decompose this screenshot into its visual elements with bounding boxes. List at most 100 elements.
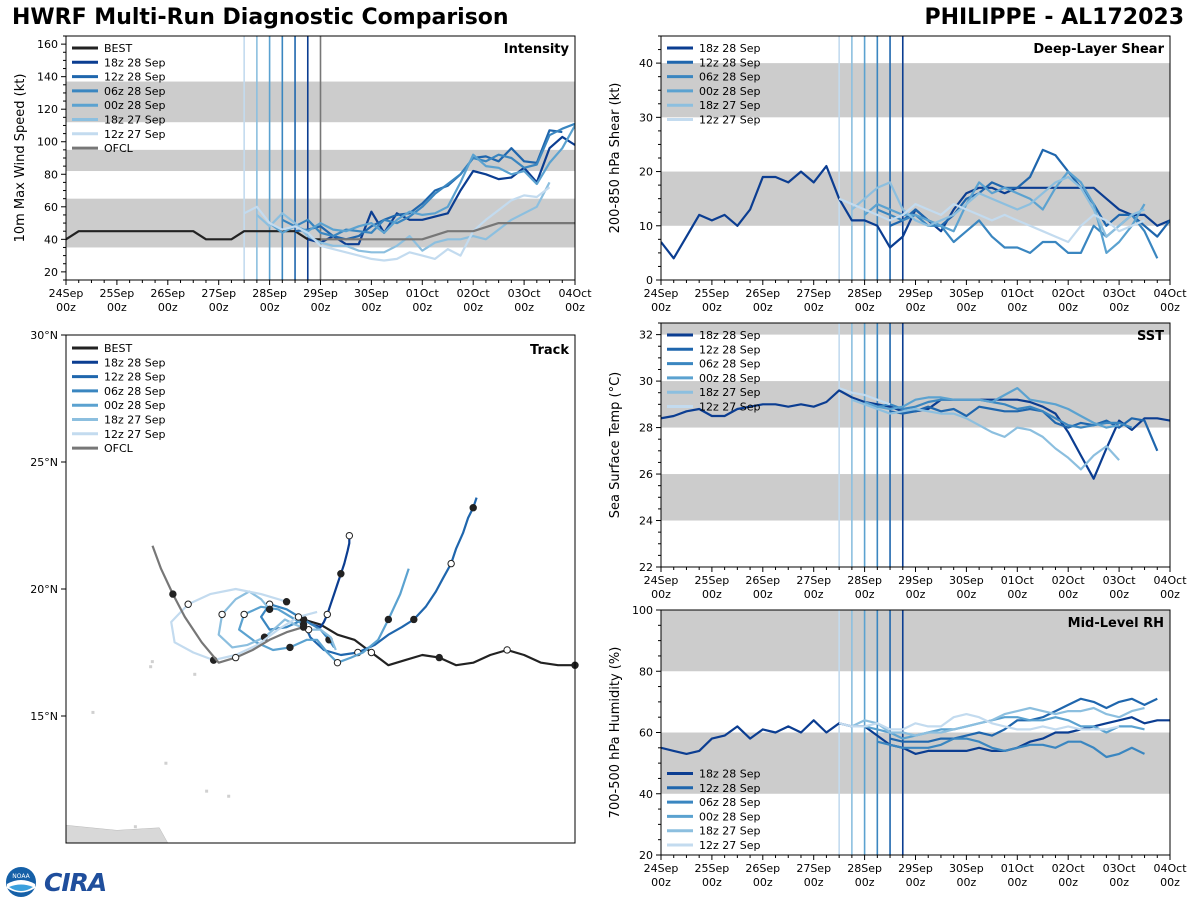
intensity-legend-label: 00z 28 Sep bbox=[104, 99, 166, 112]
sst-threshold-band bbox=[661, 323, 1170, 335]
intensity-y-tick-label: 160 bbox=[37, 38, 58, 51]
island-landmass bbox=[91, 710, 95, 714]
track-position-marker bbox=[337, 570, 345, 578]
intensity-x-tick-label: 04Oct bbox=[558, 287, 592, 300]
rh-x-tick-hour: 00z bbox=[1160, 876, 1180, 889]
sst-series-line-3 bbox=[864, 387, 1120, 429]
sst-x-tick-label: 24Sep bbox=[644, 574, 679, 587]
intensity-y-tick-label: 60 bbox=[44, 201, 58, 214]
sst-y-axis-label: Sea Surface Temp (°C) bbox=[608, 372, 623, 519]
sst-panel: 24Sep00z25Sep00z26Sep00z27Sep00z28Sep00z… bbox=[608, 322, 1187, 601]
intensity-series-line-6 bbox=[243, 186, 551, 262]
track-position-marker bbox=[240, 610, 248, 619]
intensity-y-tick-label: 20 bbox=[44, 266, 58, 279]
intensity-x-tick-hour: 00z bbox=[463, 301, 483, 314]
shear-x-tick-label: 01Oct bbox=[1001, 287, 1035, 300]
shear-panel: 24Sep00z25Sep00z26Sep00z27Sep00z28Sep00z… bbox=[608, 35, 1187, 314]
intensity-x-tick-hour: 00z bbox=[56, 301, 76, 314]
shear-legend-label: 12z 27 Sep bbox=[699, 114, 761, 127]
rh-legend-label: 18z 28 Sep bbox=[699, 768, 761, 781]
sst-x-tick-label: 29Sep bbox=[898, 574, 933, 587]
shear-x-tick-hour: 00z bbox=[804, 301, 824, 314]
intensity-x-tick-hour: 00z bbox=[412, 301, 432, 314]
rh-x-tick-label: 04Oct bbox=[1153, 862, 1187, 875]
shear-panel-title: Deep-Layer Shear bbox=[1033, 42, 1164, 57]
intensity-x-tick-hour: 00z bbox=[107, 301, 127, 314]
track-line-5 bbox=[217, 590, 337, 651]
shear-x-tick-hour: 00z bbox=[906, 301, 926, 314]
track-legend-label: 12z 27 Sep bbox=[104, 428, 166, 441]
shear-x-tick-hour: 00z bbox=[1109, 301, 1129, 314]
shear-y-tick-label: 40 bbox=[639, 57, 653, 70]
rh-x-tick-label: 02Oct bbox=[1052, 862, 1086, 875]
shear-x-tick-label: 24Sep bbox=[644, 287, 679, 300]
shear-legend-label: 18z 28 Sep bbox=[699, 42, 761, 55]
shear-y-tick-label: 0 bbox=[646, 274, 653, 287]
sst-x-tick-label: 03Oct bbox=[1103, 574, 1137, 587]
sst-y-tick-label: 22 bbox=[639, 561, 653, 574]
shear-y-tick-label: 20 bbox=[639, 166, 653, 179]
rh-x-tick-label: 30Sep bbox=[949, 862, 984, 875]
intensity-y-axis-label: 10m Max Wind Speed (kt) bbox=[13, 74, 28, 243]
rh-x-tick-hour: 00z bbox=[702, 876, 722, 889]
sst-legend-label: 18z 27 Sep bbox=[699, 386, 761, 399]
rh-x-tick-label: 29Sep bbox=[898, 862, 933, 875]
shear-x-tick-hour: 00z bbox=[1058, 301, 1078, 314]
track-legend-label: BEST bbox=[104, 342, 132, 355]
rh-series-line-1 bbox=[889, 697, 1158, 743]
sst-y-tick-label: 26 bbox=[639, 468, 653, 481]
sst-x-tick-label: 27Sep bbox=[796, 574, 831, 587]
sst-series-line-4 bbox=[851, 398, 1120, 471]
sst-y-tick-label: 24 bbox=[639, 515, 653, 528]
shear-series-line-5 bbox=[838, 197, 1145, 244]
noaa-badge-text: NOAA bbox=[12, 873, 30, 880]
rh-x-tick-hour: 00z bbox=[804, 876, 824, 889]
shear-legend-label: 18z 27 Sep bbox=[699, 99, 761, 112]
intensity-series-line-2 bbox=[294, 129, 563, 241]
sst-x-tick-label: 28Sep bbox=[847, 574, 882, 587]
rh-legend-label: 00z 28 Sep bbox=[699, 810, 761, 823]
rh-x-tick-label: 26Sep bbox=[745, 862, 780, 875]
track-legend-label: 18z 27 Sep bbox=[104, 414, 166, 427]
rh-threshold-band bbox=[661, 610, 1170, 672]
shear-threshold-band bbox=[661, 171, 1170, 226]
sst-y-tick-label: 32 bbox=[639, 329, 653, 342]
track-position-marker bbox=[447, 559, 455, 568]
rh-legend-label: 06z 28 Sep bbox=[699, 796, 761, 809]
intensity-x-tick-label: 27Sep bbox=[201, 287, 236, 300]
track-position-marker bbox=[384, 615, 393, 624]
shear-y-tick-label: 10 bbox=[639, 220, 653, 233]
rh-x-tick-hour: 00z bbox=[906, 876, 926, 889]
rh-legend-label: 12z 28 Sep bbox=[699, 782, 761, 795]
shear-series-line-4 bbox=[851, 175, 1145, 238]
rh-panel: 24Sep00z25Sep00z26Sep00z27Sep00z28Sep00z… bbox=[608, 604, 1187, 889]
track-legend-label: 18z 28 Sep bbox=[104, 356, 166, 369]
shear-x-tick-hour: 00z bbox=[1160, 301, 1180, 314]
track-line-4 bbox=[238, 568, 410, 664]
track-position-marker bbox=[367, 648, 376, 657]
track-position-marker bbox=[218, 610, 226, 619]
intensity-x-tick-hour: 00z bbox=[209, 301, 229, 314]
rh-x-tick-hour: 00z bbox=[1007, 876, 1027, 889]
rh-panel-title: Mid-Level RH bbox=[1068, 616, 1164, 631]
intensity-series-line-5 bbox=[256, 181, 551, 254]
sst-x-tick-label: 04Oct bbox=[1153, 574, 1187, 587]
sst-x-tick-hour: 00z bbox=[1160, 588, 1180, 601]
shear-x-tick-hour: 00z bbox=[957, 301, 977, 314]
track-legend-label: 06z 28 Sep bbox=[104, 385, 166, 398]
track-legend-label: 12z 28 Sep bbox=[104, 371, 166, 384]
south-america-coastline bbox=[65, 824, 169, 844]
track-position-marker bbox=[282, 598, 291, 606]
rh-x-tick-label: 28Sep bbox=[847, 862, 882, 875]
sst-x-tick-hour: 00z bbox=[1109, 588, 1129, 601]
sst-x-tick-hour: 00z bbox=[651, 588, 671, 601]
track-position-marker bbox=[184, 600, 192, 608]
sst-x-tick-label: 26Sep bbox=[745, 574, 780, 587]
sst-x-tick-hour: 00z bbox=[1007, 588, 1027, 601]
intensity-x-tick-hour: 00z bbox=[565, 301, 585, 314]
rh-y-tick-label: 60 bbox=[639, 727, 653, 740]
island-landmass bbox=[164, 761, 168, 765]
shear-x-tick-label: 02Oct bbox=[1052, 287, 1086, 300]
track-position-marker bbox=[299, 623, 308, 631]
